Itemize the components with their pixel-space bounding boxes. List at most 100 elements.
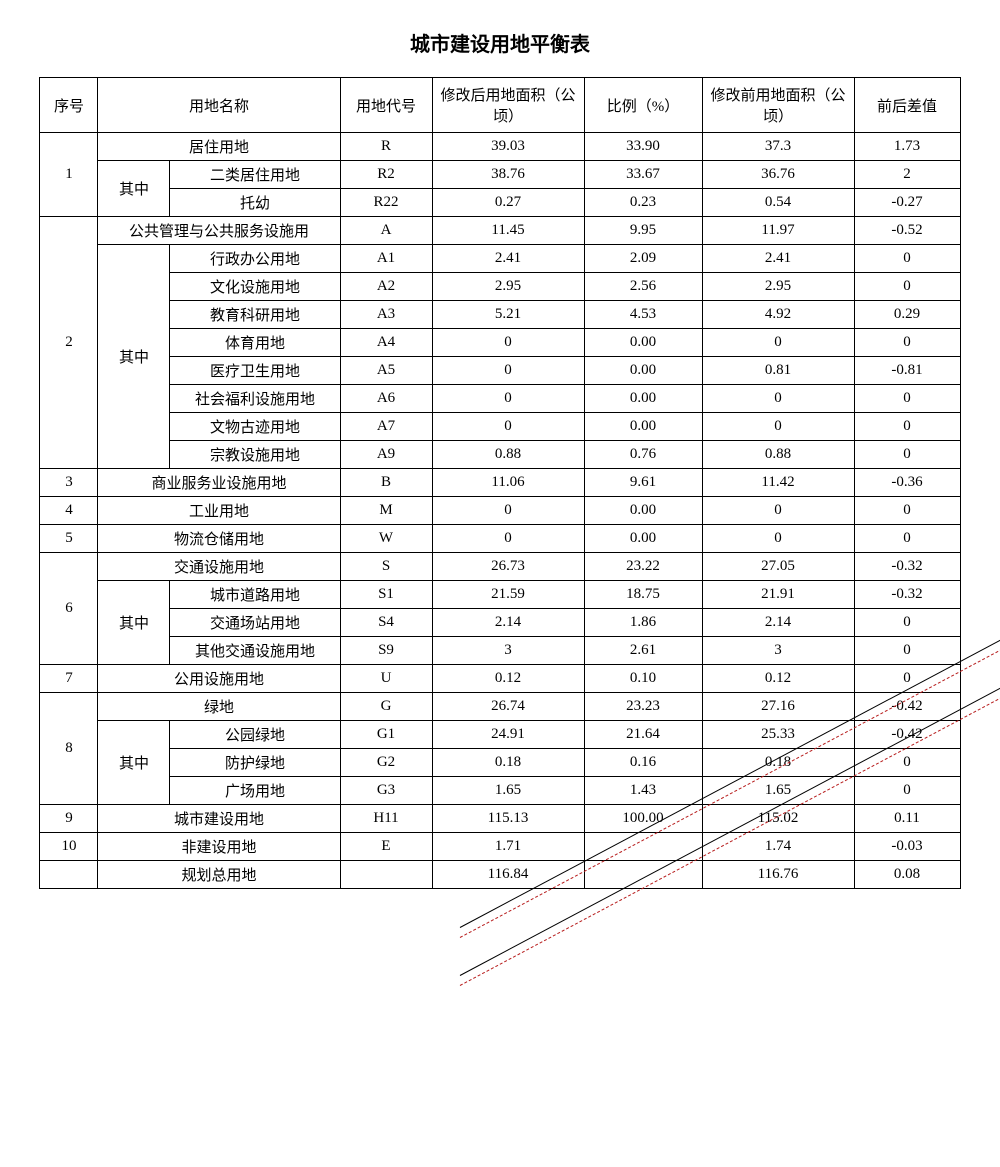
cell-area-after: 0 [432, 385, 584, 413]
cell-area-after: 2.14 [432, 609, 584, 637]
cell-area-after: 0 [432, 525, 584, 553]
cell-code: A5 [340, 357, 432, 385]
cell-diff: 0.08 [854, 861, 960, 889]
cell-subname: 防护绿地 [170, 749, 340, 777]
cell-code: R [340, 133, 432, 161]
cell-ratio: 0.00 [584, 525, 702, 553]
cell-area-after: 26.73 [432, 553, 584, 581]
cell-diff: 0 [854, 329, 960, 357]
cell-seq: 1 [40, 133, 98, 217]
cell-diff: -0.52 [854, 217, 960, 245]
cell-code: W [340, 525, 432, 553]
cell-area-before: 0.81 [702, 357, 854, 385]
table-row: 8绿地G26.7423.2327.16-0.42 [40, 693, 960, 721]
cell-area-before: 0.18 [702, 749, 854, 777]
land-balance-table: 序号 用地名称 用地代号 修改后用地面积（公顷） 比例（%） 修改前用地面积（公… [39, 77, 960, 889]
cell-code: G3 [340, 777, 432, 805]
cell-ratio: 2.56 [584, 273, 702, 301]
cell-diff: 0 [854, 525, 960, 553]
cell-ratio: 0.23 [584, 189, 702, 217]
cell-area-before: 11.97 [702, 217, 854, 245]
cell-ratio: 9.61 [584, 469, 702, 497]
col-seq: 序号 [40, 78, 98, 133]
cell-diff: 0 [854, 245, 960, 273]
table-header-row: 序号 用地名称 用地代号 修改后用地面积（公顷） 比例（%） 修改前用地面积（公… [40, 78, 960, 133]
cell-area-after: 0 [432, 497, 584, 525]
cell-area-before: 27.16 [702, 693, 854, 721]
cell-subname: 教育科研用地 [170, 301, 340, 329]
cell-area-after: 0 [432, 357, 584, 385]
cell-ratio: 0.00 [584, 329, 702, 357]
cell-category: 规划总用地 [98, 861, 340, 889]
cell-subname: 行政办公用地 [170, 245, 340, 273]
cell-code: A7 [340, 413, 432, 441]
cell-area-after: 5.21 [432, 301, 584, 329]
cell-area-before: 2.14 [702, 609, 854, 637]
cell-ratio: 100.00 [584, 805, 702, 833]
cell-code: A3 [340, 301, 432, 329]
cell-subname: 其他交通设施用地 [170, 637, 340, 665]
table-row: 7公用设施用地U0.120.100.120 [40, 665, 960, 693]
table-row: 其中城市道路用地S121.5918.7521.91-0.32 [40, 581, 960, 609]
cell-diff: 2 [854, 161, 960, 189]
cell-area-after: 115.13 [432, 805, 584, 833]
cell-diff: 0 [854, 385, 960, 413]
table-row: 社会福利设施用地A600.0000 [40, 385, 960, 413]
cell-area-after: 1.65 [432, 777, 584, 805]
cell-code: G2 [340, 749, 432, 777]
cell-area-before: 2.41 [702, 245, 854, 273]
table-row: 规划总用地116.84116.760.08 [40, 861, 960, 889]
cell-area-after: 11.06 [432, 469, 584, 497]
cell-area-after: 0.27 [432, 189, 584, 217]
cell-ratio: 0.00 [584, 385, 702, 413]
cell-subname: 文物古迹用地 [170, 413, 340, 441]
table-row: 10非建设用地E1.711.74-0.03 [40, 833, 960, 861]
cell-area-before: 36.76 [702, 161, 854, 189]
cell-diff: 0 [854, 609, 960, 637]
table-row: 3商业服务业设施用地B11.069.6111.42-0.36 [40, 469, 960, 497]
cell-diff: -0.32 [854, 553, 960, 581]
cell-seq: 3 [40, 469, 98, 497]
cell-diff: 0 [854, 497, 960, 525]
cell-category: 交通设施用地 [98, 553, 340, 581]
cell-diff: 0 [854, 273, 960, 301]
cell-ratio: 0.76 [584, 441, 702, 469]
cell-ratio: 33.90 [584, 133, 702, 161]
cell-area-after: 116.84 [432, 861, 584, 889]
cell-diff: -0.03 [854, 833, 960, 861]
table-row: 文化设施用地A22.952.562.950 [40, 273, 960, 301]
table-row: 其中行政办公用地A12.412.092.410 [40, 245, 960, 273]
cell-ratio: 23.22 [584, 553, 702, 581]
cell-area-before: 25.33 [702, 721, 854, 749]
table-row: 医疗卫生用地A500.000.81-0.81 [40, 357, 960, 385]
cell-code: M [340, 497, 432, 525]
cell-subname: 文化设施用地 [170, 273, 340, 301]
cell-code: A1 [340, 245, 432, 273]
cell-seq [40, 861, 98, 889]
cell-area-after: 0.88 [432, 441, 584, 469]
col-code: 用地代号 [340, 78, 432, 133]
cell-seq: 9 [40, 805, 98, 833]
table-row: 体育用地A400.0000 [40, 329, 960, 357]
cell-code: U [340, 665, 432, 693]
cell-area-before: 4.92 [702, 301, 854, 329]
cell-subname: 二类居住用地 [170, 161, 340, 189]
cell-diff: 0 [854, 777, 960, 805]
cell-subname: 公园绿地 [170, 721, 340, 749]
cell-diff: -0.42 [854, 693, 960, 721]
table-row: 其他交通设施用地S932.6130 [40, 637, 960, 665]
cell-code: S4 [340, 609, 432, 637]
cell-category: 公共管理与公共服务设施用 [98, 217, 340, 245]
cell-diff: -0.27 [854, 189, 960, 217]
cell-area-before: 0 [702, 525, 854, 553]
cell-category: 城市建设用地 [98, 805, 340, 833]
cell-ratio [584, 861, 702, 889]
cell-area-before: 0.88 [702, 441, 854, 469]
cell-ratio: 18.75 [584, 581, 702, 609]
cell-code: A6 [340, 385, 432, 413]
cell-area-before: 11.42 [702, 469, 854, 497]
cell-ratio: 4.53 [584, 301, 702, 329]
cell-diff: 0 [854, 749, 960, 777]
cell-code: A [340, 217, 432, 245]
table-row: 2公共管理与公共服务设施用A11.459.9511.97-0.52 [40, 217, 960, 245]
